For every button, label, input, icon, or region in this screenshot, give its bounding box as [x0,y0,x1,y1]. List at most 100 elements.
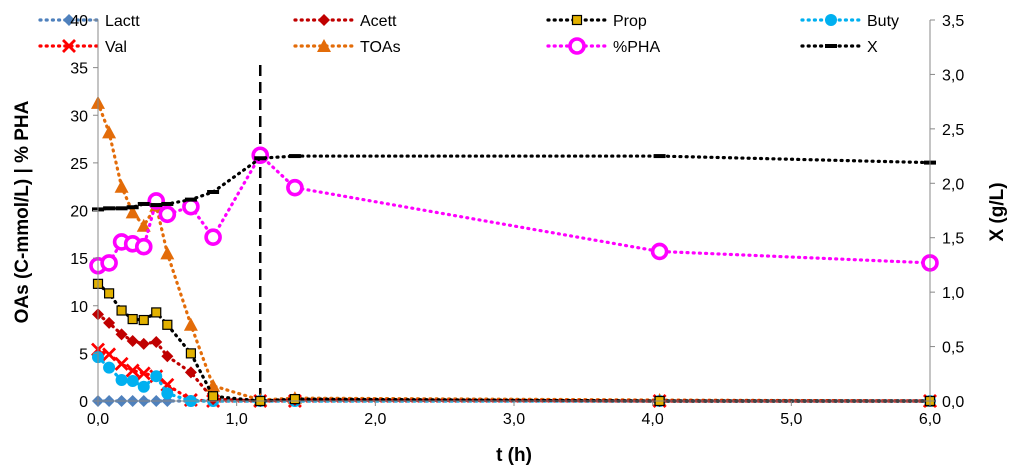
y-right-tick-label: 1,0 [942,285,964,302]
x-tick-label: 5,0 [780,411,802,428]
legend-item-pha: %PHA [546,37,660,56]
series-pha [89,146,939,275]
legend-item-x: X [800,39,878,56]
y-left-tick-label: 25 [70,156,88,173]
data-point-pha [158,205,177,224]
y-axis-right-title: X (g/L) [987,182,1008,241]
legend-item-buty: Buty [800,13,899,30]
data-point-acett [103,316,116,329]
y-left-tick-label: 10 [70,299,88,316]
data-point-acett [150,335,163,348]
data-point-acett [126,334,139,347]
data-point-prop [207,391,219,402]
x-axis-title: t (h) [496,445,532,466]
data-point-prop [151,307,162,318]
y-right-tick-label: 2,0 [942,176,964,193]
data-point-pha [650,242,669,261]
y-right-tick-label: 0,5 [942,340,964,357]
series-prop [92,278,936,407]
legend-marker-pha [568,37,586,55]
y-right-tick-label: 2,5 [942,122,964,139]
legend: Lactt Acett Prop Buty Val TOAs %PHA X [38,13,899,56]
legend-item-prop: Prop [546,13,647,30]
data-point-buty [115,374,128,387]
data-point-val [136,366,151,381]
data-point-toas [125,205,140,219]
legend-marker-prop [571,14,583,26]
series-line-val [96,347,932,403]
legend-label: Prop [613,13,647,30]
series-val [91,342,937,408]
data-point-val [114,356,129,371]
data-point-buty [126,374,139,387]
data-point-val [125,363,140,378]
series-x [92,154,936,212]
legend-marker-val [62,39,76,53]
series-toas [91,95,937,407]
data-point-buty [103,361,116,374]
data-point-acett [161,350,174,363]
data-point-buty [161,387,174,400]
data-point-pha [134,237,153,256]
x-tick-label: 2,0 [364,411,386,428]
plot-area [89,65,939,408]
data-point-pha [286,178,304,197]
data-point-acett [115,328,128,341]
y-right-tick-label: 0,0 [942,394,964,411]
y-left-tick-label: 5 [79,346,88,363]
legend-item-acett: Acett [293,13,397,30]
legend-label: %PHA [613,39,660,56]
data-point-prop [185,348,197,359]
legend-item-toas: TOAs [293,39,401,56]
legend-marker-buty [825,14,837,26]
y-left-tick-label: 20 [70,204,88,221]
legend-label: TOAs [360,39,401,56]
y-axis-left-title: OAs (C-mmol/L) | % PHA [12,100,33,323]
axes: 0,0 1,0 2,0 3,0 4,0 5,0 6,0 0 5 10 15 20 25 30 35 40 0,0… [70,13,964,428]
legend-item-val: Val [38,39,127,56]
y-right-tick-label: 1,5 [942,231,964,248]
y-left-tick-label: 40 [70,13,88,30]
data-point-toas [160,246,175,260]
series-line-buty [96,355,932,403]
data-point-toas [114,179,129,193]
x-tick-label: 3,0 [503,411,525,428]
series-acett [92,308,936,407]
series-line-x [96,154,932,212]
legend-label: Val [105,39,127,56]
data-point-toas [206,378,221,392]
legend-item-lactt: Lactt [38,13,140,30]
data-point-buty [150,370,163,383]
legend-label: Buty [867,13,899,30]
data-point-pha [100,254,118,272]
data-point-prop [289,393,301,405]
x-tick-label: 1,0 [226,411,248,428]
legend-label: X [867,39,878,56]
data-point-toas [183,317,198,331]
data-point-toas [102,125,117,139]
y-right-tick-label: 3,0 [942,67,964,84]
data-point-prop [116,305,127,316]
x-tick-label: 4,0 [642,411,664,428]
legend-marker-lactt [63,14,75,26]
data-point-prop [138,314,149,326]
data-point-toas [136,218,151,232]
data-point-val [102,347,117,362]
x-tick-label: 0,0 [87,411,109,428]
data-point-buty [137,380,150,393]
y-left-tick-label: 15 [70,251,88,268]
legend-marker-acett [318,14,330,26]
y-left-tick-label: 35 [70,61,88,78]
data-point-prop [103,288,115,299]
y-right-tick-label: 3,5 [942,13,964,30]
series-line-pha [96,152,932,268]
data-point-prop [127,313,138,325]
series-line-toas [96,101,932,403]
legend-label: Acett [360,13,397,30]
y-left-tick-label: 30 [70,108,88,125]
data-point-pha [204,228,222,246]
series-line-prop [96,282,932,403]
y-left-tick-label: 0 [79,394,88,411]
legend-label: Lactt [105,13,140,30]
